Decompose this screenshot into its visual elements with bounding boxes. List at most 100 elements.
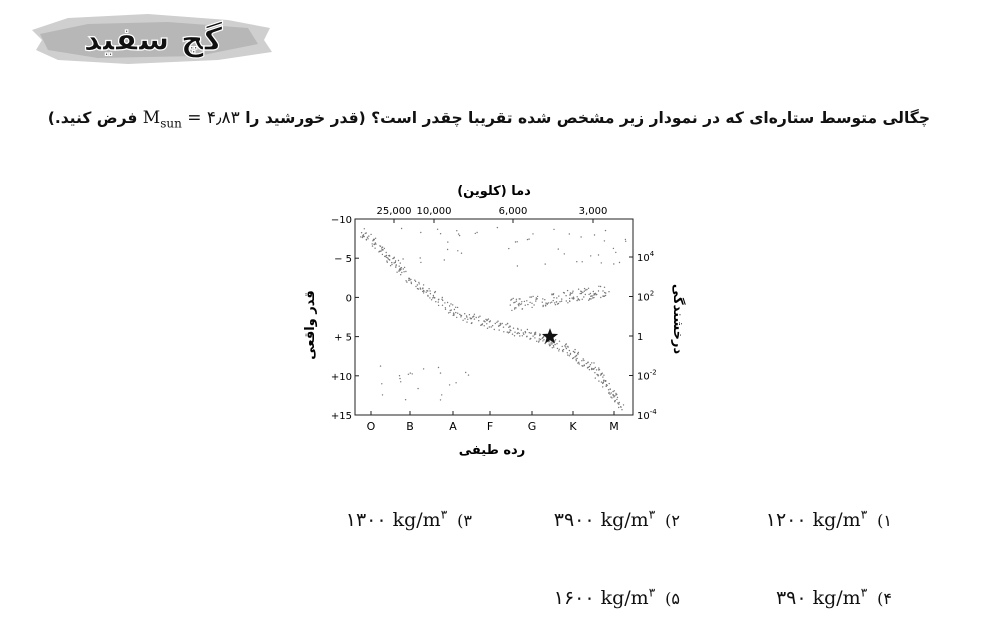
star-point	[612, 247, 615, 250]
star-point	[603, 295, 606, 297]
star-point	[498, 329, 500, 331]
star-point	[362, 234, 365, 236]
star-point	[591, 295, 593, 297]
star-point	[553, 297, 555, 299]
star-point	[542, 337, 544, 339]
star-point	[382, 249, 384, 251]
option-4[interactable]: ۴) ۳۹۰ kg/m۳	[776, 586, 892, 609]
star-point	[509, 304, 511, 306]
star-point	[374, 247, 376, 249]
star-point	[398, 268, 401, 270]
star-point	[613, 263, 615, 265]
star-point	[533, 304, 535, 306]
star-point	[593, 362, 595, 364]
star-point	[515, 307, 517, 309]
star-point	[430, 299, 433, 301]
star-point	[502, 326, 505, 328]
star-point	[575, 358, 577, 360]
option-5[interactable]: ۵) ۱۶۰۰ kg/m۳	[554, 586, 680, 609]
star-point	[479, 315, 481, 317]
logo-text: گچ سفید	[84, 20, 223, 58]
option-3-number: ۳)	[457, 511, 472, 531]
x-tick-label: B	[406, 420, 414, 433]
star-point	[379, 245, 382, 247]
star-point	[573, 297, 575, 300]
star-point	[583, 364, 585, 367]
star-point	[519, 335, 521, 337]
star-point	[541, 301, 543, 303]
star-point	[510, 299, 512, 301]
star-point	[370, 233, 372, 236]
star-point	[361, 236, 364, 239]
option-1-exponent: ۳	[860, 508, 868, 522]
star-point	[550, 341, 552, 343]
star-point	[595, 369, 598, 371]
star-point	[577, 288, 580, 290]
x-tick-label: G	[528, 420, 537, 433]
star-point	[609, 393, 611, 395]
star-point	[517, 332, 519, 334]
star-point	[575, 360, 577, 362]
option-1[interactable]: ۱) ۱۲۰۰ kg/m۳	[766, 508, 892, 531]
star-point	[459, 313, 461, 316]
star-point	[591, 368, 593, 371]
star-point	[544, 263, 546, 265]
star-point	[556, 343, 558, 345]
star-point	[616, 393, 618, 396]
right-tick-label: 10-4	[637, 408, 657, 422]
star-point	[511, 309, 513, 312]
star-point	[562, 350, 564, 353]
option-3[interactable]: ۳) ۱۳۰۰ kg/m۳	[346, 508, 472, 531]
star-point	[384, 255, 387, 257]
star-point	[556, 347, 559, 350]
star-point	[422, 284, 425, 286]
star-point	[524, 330, 526, 333]
star-point	[538, 338, 540, 340]
star-point	[410, 278, 412, 281]
star-point	[372, 239, 375, 241]
star-point	[558, 350, 560, 352]
star-point	[579, 292, 581, 295]
star-point	[564, 345, 566, 347]
y-tick-label: +10	[331, 372, 352, 383]
y-tick-label: + 5	[334, 333, 352, 344]
star-point	[388, 259, 391, 261]
star-point	[534, 332, 536, 334]
star-point	[365, 239, 368, 241]
star-point	[567, 302, 569, 304]
star-point	[608, 391, 610, 394]
star-point	[360, 232, 363, 234]
star-point	[567, 346, 569, 348]
right-tick-label: 104	[637, 250, 655, 264]
star-point	[556, 297, 558, 299]
option-4-value: ۳۹۰ kg/m۳	[776, 586, 867, 609]
star-point	[386, 261, 388, 263]
star-point	[548, 340, 550, 343]
star-point	[398, 265, 400, 267]
star-point	[588, 299, 590, 301]
star-point	[577, 352, 579, 355]
star-point	[559, 301, 561, 303]
star-point	[466, 321, 468, 323]
star-point	[422, 292, 425, 294]
star-point	[381, 394, 384, 396]
star-point	[493, 328, 495, 331]
star-point	[441, 298, 443, 300]
top-tick-label: 6,000	[499, 206, 528, 217]
star-point	[612, 390, 614, 393]
star-point	[460, 252, 463, 254]
star-point	[518, 332, 520, 335]
star-point	[398, 375, 401, 377]
star-point	[563, 292, 566, 294]
star-point	[517, 303, 519, 306]
star-point	[499, 322, 501, 325]
option-2[interactable]: ۲) ۳۹۰۰ kg/m۳	[554, 508, 680, 531]
star-point	[573, 351, 576, 354]
star-point	[589, 364, 592, 366]
star-point	[530, 332, 532, 334]
star-point	[531, 306, 533, 309]
star-point	[526, 238, 529, 241]
star-point	[609, 388, 611, 390]
star-point	[406, 281, 408, 283]
star-point	[582, 358, 584, 360]
